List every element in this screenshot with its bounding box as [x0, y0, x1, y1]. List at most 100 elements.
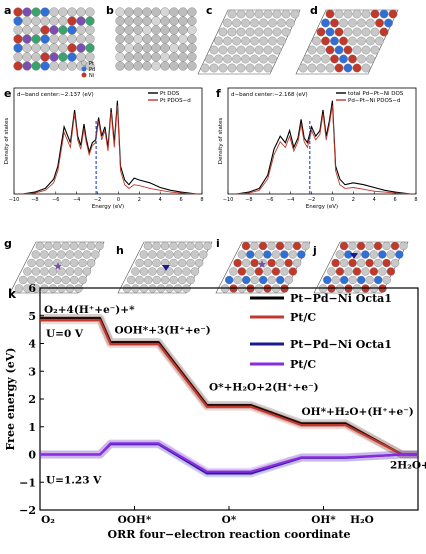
atom — [76, 34, 86, 44]
atom — [281, 9, 291, 19]
atom — [334, 27, 344, 37]
panel-e: e −10 −8 −6 −4 −2 0 2 4 6 8 Energy (eV) Density of … — [4, 87, 204, 210]
atom — [386, 250, 395, 259]
atom — [203, 241, 212, 251]
atom — [142, 7, 152, 17]
x-tick-label: OOH* — [118, 514, 152, 526]
atom — [165, 267, 174, 276]
atom — [160, 25, 170, 35]
atom — [151, 7, 161, 17]
atom — [241, 258, 251, 268]
atom — [250, 54, 259, 64]
atom — [160, 52, 170, 62]
atom — [58, 61, 68, 71]
atom — [307, 45, 317, 55]
atom — [124, 61, 134, 71]
atom — [49, 61, 59, 71]
x-tick-label: 2 — [138, 197, 141, 203]
atom — [48, 267, 58, 276]
atom — [58, 52, 68, 62]
atom — [142, 16, 152, 26]
atom — [284, 275, 293, 285]
atom — [316, 45, 326, 55]
atom — [369, 250, 378, 259]
dos-chart-e: −10 −8 −6 −4 −2 0 2 4 6 8 Energy (eV) Density of st… — [4, 87, 204, 210]
atom — [334, 9, 344, 19]
atom — [178, 275, 187, 285]
atom — [227, 9, 237, 19]
atom — [177, 258, 187, 268]
structure-i — [215, 241, 311, 294]
y-tick-label: 6 — [28, 282, 36, 295]
atom — [40, 267, 49, 276]
atom — [399, 241, 408, 251]
atom — [65, 267, 75, 276]
atom — [200, 63, 210, 73]
panel-j: j — [312, 241, 409, 294]
atom — [348, 241, 357, 251]
atom — [321, 54, 330, 64]
x-tick-label: 8 — [200, 197, 203, 203]
atom — [229, 267, 238, 276]
atom — [133, 25, 143, 35]
panel-k: k −2 −1 0 1 2 3 4 5 6 O₂ OOH* O* OH* H₂O ORR four−elec… — [4, 282, 426, 541]
atom — [370, 27, 380, 37]
structure-g — [9, 241, 105, 294]
x-axis-label: Energy (eV) — [306, 204, 338, 210]
atom — [160, 43, 170, 53]
adsorbate-marker — [258, 260, 266, 268]
atom — [370, 45, 380, 55]
atom — [236, 45, 246, 55]
atom — [186, 241, 195, 251]
atom — [237, 250, 246, 259]
atom — [339, 241, 349, 251]
reaction-annotation: O*+H₂O+2(H⁺+e⁻) — [209, 381, 319, 393]
atom — [284, 258, 293, 268]
atom — [369, 267, 379, 276]
atom — [169, 34, 179, 44]
atom — [370, 9, 380, 19]
atom — [325, 9, 335, 19]
atom — [254, 45, 264, 55]
atom — [85, 34, 95, 44]
atom — [263, 45, 273, 55]
atom — [246, 250, 255, 259]
atom — [124, 25, 134, 35]
atom — [31, 267, 41, 276]
atom — [339, 258, 349, 268]
atom — [323, 275, 332, 285]
atom — [139, 250, 148, 259]
series-line — [236, 105, 411, 195]
x-tick-label: H₂O — [350, 514, 374, 526]
atom — [85, 7, 95, 17]
panel-label-e: e — [4, 87, 11, 100]
atom — [58, 25, 68, 35]
atom — [245, 45, 255, 55]
atom — [242, 275, 251, 285]
atom — [227, 27, 237, 37]
x-tick-label: −4 — [287, 197, 294, 203]
panel-label-c: c — [206, 4, 213, 17]
atom — [267, 275, 276, 285]
structure-d — [295, 9, 399, 75]
atom — [58, 7, 68, 17]
atom — [263, 250, 272, 259]
atom — [340, 275, 349, 285]
x-tick-label: 2 — [352, 197, 355, 203]
atom — [186, 258, 195, 268]
atom — [67, 61, 77, 71]
atom — [78, 275, 87, 285]
atom — [348, 18, 357, 28]
atom — [85, 61, 95, 71]
atom — [40, 43, 50, 53]
atom — [91, 250, 100, 259]
x-axis-label: Energy (eV) — [92, 204, 124, 210]
atom — [225, 275, 234, 285]
atom — [165, 250, 174, 259]
y-tick-label: 5 — [28, 310, 36, 323]
atom — [22, 34, 32, 44]
atom — [178, 7, 188, 17]
atom — [115, 52, 125, 62]
atom — [70, 275, 79, 285]
atom — [169, 241, 178, 251]
